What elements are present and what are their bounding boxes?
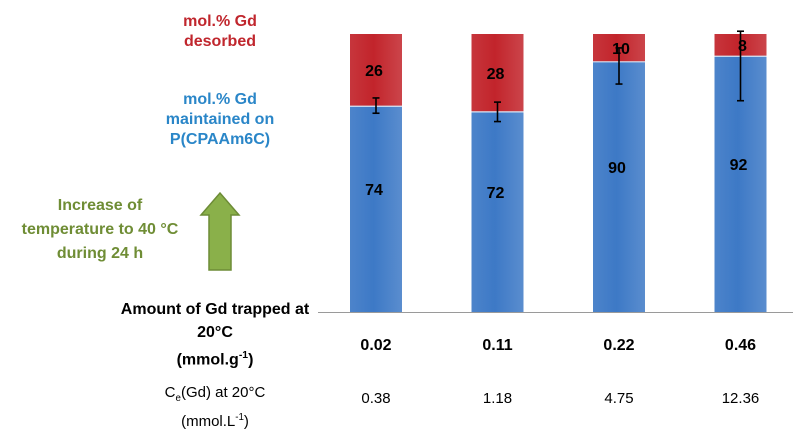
- temperature-label: Increase of temperature to 40 °C during …: [21, 197, 179, 262]
- bar-maintained-value-0: 74: [365, 182, 383, 199]
- bar-desorbed-value-0: 26: [365, 63, 383, 80]
- temperature-arrow-icon: [199, 191, 241, 271]
- amount-axis-unit-sup: -1: [238, 350, 249, 361]
- error-bar-0: [372, 97, 380, 115]
- bars-layer: 74 26 0.02 0.38 72 28 0.11 1.18 90 10 0.22 4.75 92 8 0…: [318, 30, 793, 407]
- ce-axis-label: Ce(Gd) at 20°C (mmol.L-1): [140, 383, 290, 431]
- arrow-shape: [199, 191, 241, 271]
- desorbed-legend-label: mol.% Gd desorbed: [183, 13, 257, 50]
- bar-desorbed-0: [350, 34, 402, 107]
- error-bar-1: [494, 101, 501, 123]
- amount-axis-unit-pre: (mmol.g: [176, 351, 239, 369]
- category-label-1: 0.11: [482, 337, 512, 354]
- bar-maintained-0: [350, 106, 402, 312]
- amount-axis-label: Amount of Gd trapped at 20°C (mmol.g-1): [120, 298, 310, 371]
- ce-value-1: 1.18: [483, 390, 512, 407]
- bar-maintained-1: [471, 111, 524, 312]
- error-bar-2: [615, 47, 623, 85]
- bar-desorbed-value-2: 10: [612, 41, 630, 58]
- bar-desorbed-value-3: 8: [738, 38, 747, 55]
- bar-maintained-value-3: 92: [730, 157, 748, 174]
- ce-unit-post: ): [243, 413, 249, 430]
- bar-maintained-2: [593, 61, 645, 312]
- ce-subscript: e: [175, 393, 181, 404]
- amount-axis-title: Amount of Gd trapped at 20°C: [120, 301, 310, 341]
- ce-value-0: 0.38: [361, 390, 390, 407]
- ce-value-2: 4.75: [604, 390, 633, 407]
- bar-desorbed-value-1: 28: [487, 66, 505, 83]
- category-label-2: 0.22: [603, 337, 634, 354]
- ce-unit-pre: (mmol.L: [181, 413, 236, 430]
- bar-desorbed-1: [471, 34, 524, 112]
- bar-maintained-value-1: 72: [487, 185, 505, 202]
- ce-value-3: 12.36: [722, 390, 760, 407]
- ce-title: (Gd) at 20°C: [180, 384, 266, 401]
- maintained-legend-label: mol.% Gd maintained on P(CPAAm6C): [165, 91, 275, 148]
- bar-maintained-value-2: 90: [608, 160, 626, 177]
- ce-symbol: C: [164, 384, 176, 401]
- amount-axis-unit-post: ): [248, 351, 254, 369]
- category-label-0: 0.02: [360, 337, 391, 354]
- category-label-3: 0.46: [725, 337, 756, 354]
- ce-unit-sup: -1: [235, 412, 244, 423]
- error-bar-3: [737, 30, 744, 102]
